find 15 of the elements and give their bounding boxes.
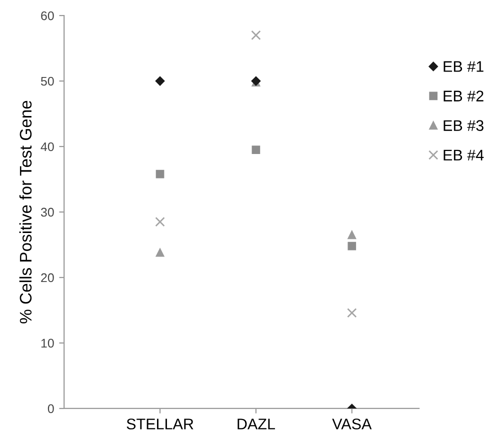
legend-label: EB #2 — [444, 90, 484, 102]
y-tick-label: 40 — [40, 142, 54, 152]
x-tick-label: DAZL — [238, 418, 275, 430]
y-tick-label: 30 — [40, 208, 54, 217]
y-tick-label: 50 — [40, 76, 54, 86]
y-axis-title: % Cells Positive for Test Gene — [19, 100, 32, 324]
legend-label: EB #4 — [444, 150, 484, 160]
y-tick-label: 0 — [48, 404, 54, 414]
y-tick-label: 20 — [41, 273, 54, 282]
legend-label: EB #3 — [444, 120, 484, 131]
x-tick-label: STELLAR — [126, 418, 194, 430]
y-tick-label: 10 — [41, 338, 54, 348]
x-tick-label: VASA — [332, 418, 372, 430]
legend-label: EB #1 — [444, 61, 484, 72]
y-tick-label: 60 — [41, 11, 54, 20]
